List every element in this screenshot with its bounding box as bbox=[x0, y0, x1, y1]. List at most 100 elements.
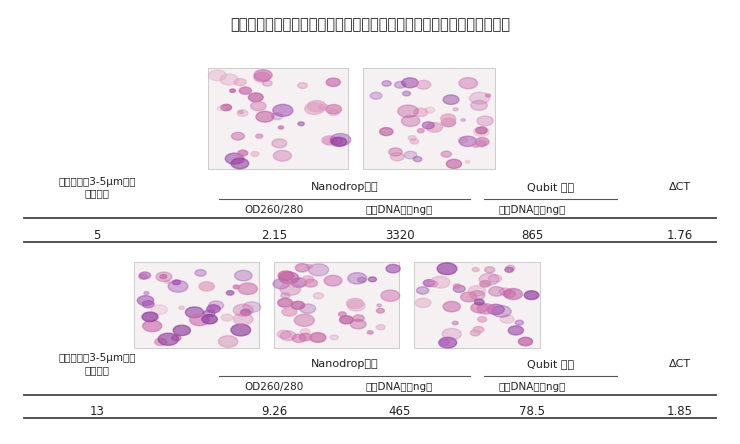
Circle shape bbox=[488, 274, 502, 282]
Circle shape bbox=[441, 114, 456, 123]
Circle shape bbox=[474, 299, 484, 305]
Circle shape bbox=[172, 335, 181, 341]
Circle shape bbox=[147, 319, 152, 321]
Circle shape bbox=[340, 316, 353, 324]
Circle shape bbox=[172, 280, 181, 285]
Circle shape bbox=[282, 307, 297, 316]
Circle shape bbox=[292, 301, 305, 309]
Circle shape bbox=[278, 330, 291, 338]
Circle shape bbox=[503, 290, 516, 297]
Circle shape bbox=[443, 329, 461, 340]
Circle shape bbox=[470, 291, 485, 300]
Text: 1.85: 1.85 bbox=[667, 405, 693, 418]
FancyBboxPatch shape bbox=[414, 262, 539, 348]
Circle shape bbox=[307, 101, 326, 112]
Circle shape bbox=[235, 270, 252, 281]
Circle shape bbox=[394, 81, 406, 88]
Circle shape bbox=[215, 309, 220, 312]
Circle shape bbox=[217, 107, 224, 111]
Circle shape bbox=[504, 289, 522, 300]
Circle shape bbox=[417, 287, 429, 294]
Circle shape bbox=[291, 278, 306, 287]
Circle shape bbox=[506, 265, 515, 270]
Text: Nanodrop測定: Nanodrop測定 bbox=[310, 359, 378, 369]
Circle shape bbox=[280, 293, 290, 298]
Circle shape bbox=[249, 93, 263, 102]
Circle shape bbox=[313, 293, 323, 299]
Circle shape bbox=[388, 148, 403, 156]
Circle shape bbox=[473, 144, 479, 147]
FancyBboxPatch shape bbox=[208, 67, 348, 169]
Circle shape bbox=[186, 307, 204, 318]
Circle shape bbox=[425, 107, 434, 113]
Circle shape bbox=[237, 110, 248, 116]
Circle shape bbox=[519, 337, 533, 346]
Circle shape bbox=[143, 320, 162, 332]
Circle shape bbox=[376, 325, 385, 330]
Circle shape bbox=[367, 331, 373, 334]
Circle shape bbox=[241, 312, 246, 315]
Circle shape bbox=[251, 101, 266, 111]
Circle shape bbox=[225, 153, 243, 164]
Circle shape bbox=[410, 139, 419, 144]
Circle shape bbox=[319, 104, 329, 110]
Circle shape bbox=[350, 319, 366, 329]
Circle shape bbox=[235, 157, 244, 163]
Circle shape bbox=[478, 317, 487, 322]
Circle shape bbox=[256, 111, 274, 122]
Circle shape bbox=[144, 292, 149, 294]
Circle shape bbox=[189, 314, 209, 325]
Circle shape bbox=[431, 276, 450, 288]
Circle shape bbox=[168, 280, 188, 292]
FancyBboxPatch shape bbox=[363, 67, 495, 169]
Text: Qubit 測定: Qubit 測定 bbox=[527, 359, 574, 369]
Circle shape bbox=[443, 301, 460, 312]
Text: 78.5: 78.5 bbox=[519, 405, 545, 418]
Circle shape bbox=[465, 160, 470, 163]
Circle shape bbox=[357, 278, 366, 282]
FancyBboxPatch shape bbox=[134, 262, 260, 348]
Circle shape bbox=[472, 267, 480, 272]
Circle shape bbox=[238, 283, 258, 294]
Circle shape bbox=[403, 91, 411, 96]
Circle shape bbox=[477, 304, 495, 314]
Circle shape bbox=[240, 309, 251, 316]
Circle shape bbox=[382, 81, 391, 86]
Circle shape bbox=[437, 263, 457, 275]
Text: 抽出DNA量（ng）: 抽出DNA量（ng） bbox=[499, 205, 566, 215]
Circle shape bbox=[492, 306, 511, 317]
Circle shape bbox=[428, 281, 437, 287]
Circle shape bbox=[417, 129, 424, 133]
Circle shape bbox=[297, 83, 307, 88]
Circle shape bbox=[454, 285, 465, 293]
Circle shape bbox=[331, 134, 351, 146]
Circle shape bbox=[139, 274, 147, 279]
Text: OD260/280: OD260/280 bbox=[244, 205, 304, 215]
Circle shape bbox=[151, 305, 167, 314]
Circle shape bbox=[332, 137, 347, 147]
Text: ΔCT: ΔCT bbox=[668, 359, 690, 369]
Circle shape bbox=[229, 89, 235, 92]
Circle shape bbox=[204, 310, 215, 317]
Circle shape bbox=[299, 333, 312, 341]
Circle shape bbox=[199, 282, 215, 291]
Circle shape bbox=[330, 335, 338, 340]
Circle shape bbox=[500, 315, 514, 323]
Circle shape bbox=[179, 306, 184, 309]
Circle shape bbox=[273, 279, 289, 289]
Text: 抽出DNA量（ng）: 抽出DNA量（ng） bbox=[499, 382, 566, 392]
Circle shape bbox=[295, 314, 314, 326]
Text: ΔCT: ΔCT bbox=[668, 182, 690, 192]
Circle shape bbox=[524, 291, 539, 300]
Circle shape bbox=[475, 138, 489, 146]
Text: 1.76: 1.76 bbox=[667, 229, 693, 242]
Circle shape bbox=[441, 118, 456, 127]
Circle shape bbox=[300, 304, 316, 313]
Circle shape bbox=[408, 136, 416, 140]
Text: 抽出DNA量（ng）: 抽出DNA量（ng） bbox=[366, 205, 433, 215]
Circle shape bbox=[460, 292, 477, 302]
Circle shape bbox=[220, 74, 238, 85]
Circle shape bbox=[295, 264, 309, 272]
Text: Nanodrop測定: Nanodrop測定 bbox=[310, 182, 378, 192]
Circle shape bbox=[488, 287, 505, 296]
